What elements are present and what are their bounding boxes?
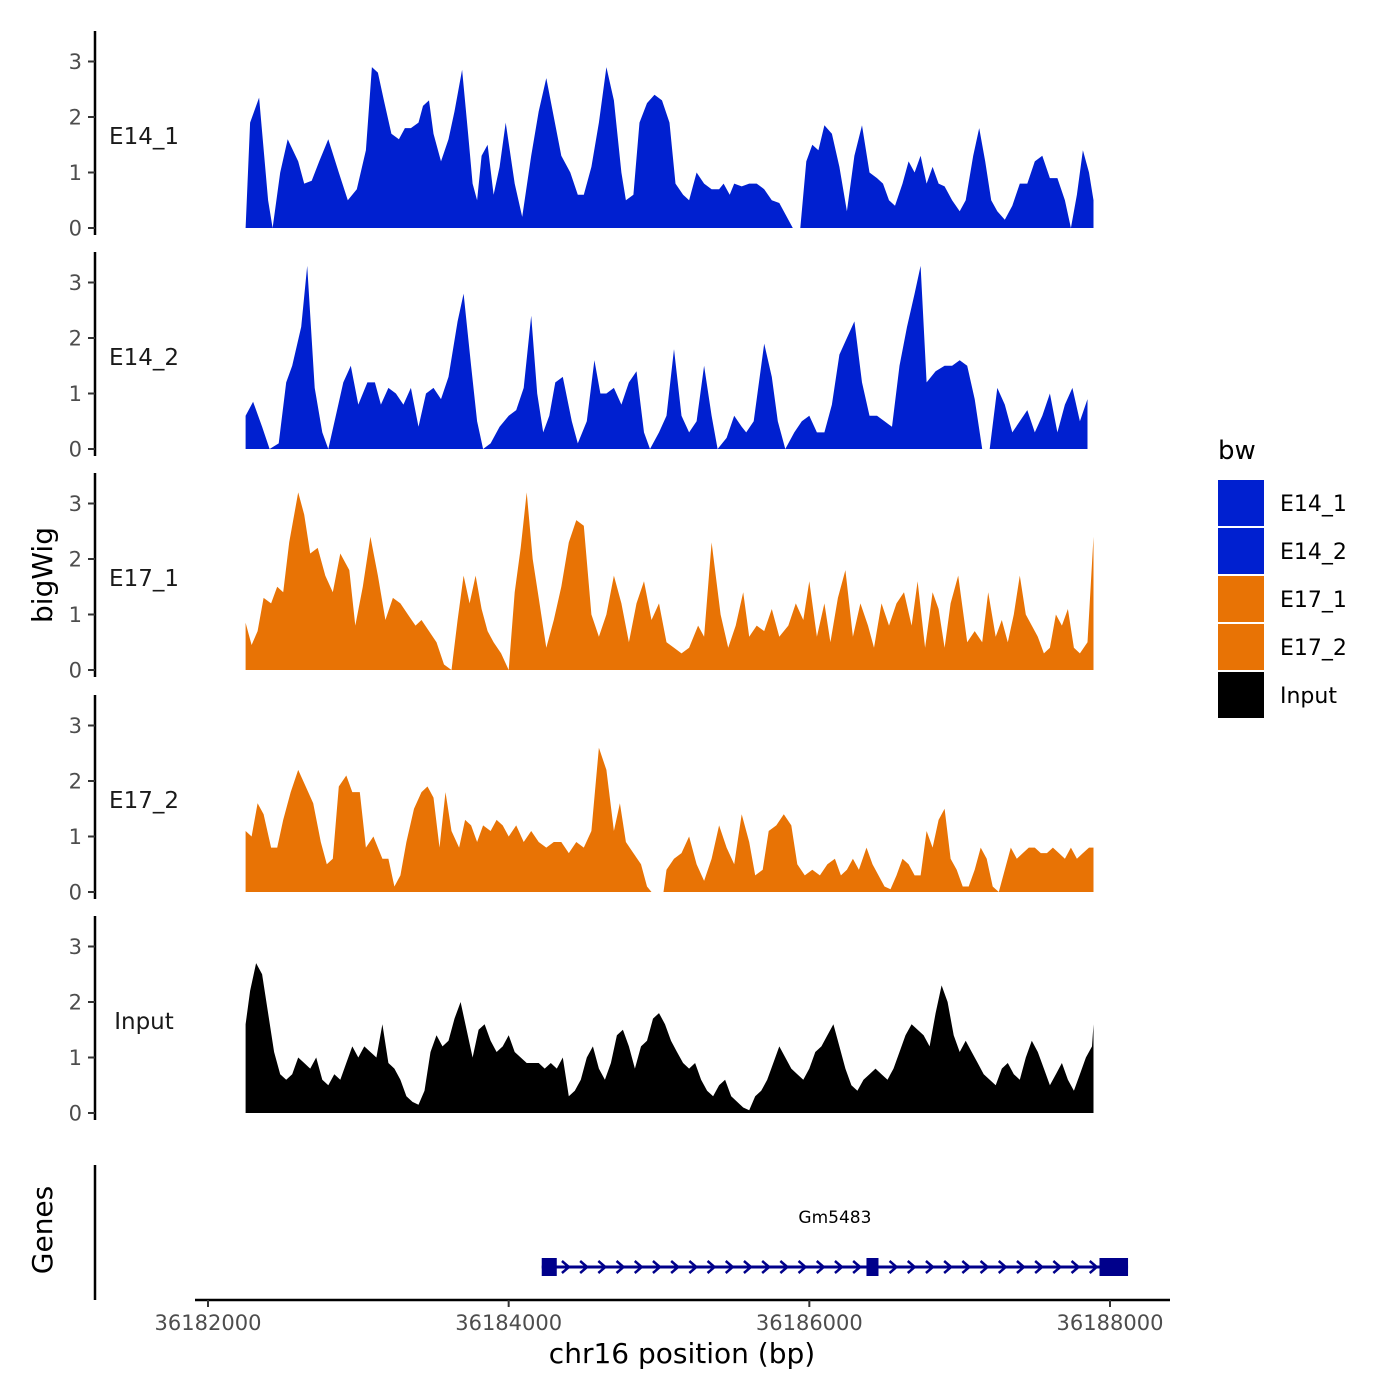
strand-chevron-icon	[961, 1260, 972, 1274]
strand-chevron-icon	[652, 1260, 662, 1274]
track-panel-e17-2: 0 1 2 3 E17_2	[69, 694, 1094, 905]
strand-chevron-icon	[724, 1260, 735, 1274]
legend-swatch	[1218, 480, 1264, 526]
legend-swatch	[1218, 624, 1264, 670]
strand-chevron-icon	[1016, 1260, 1026, 1274]
strand-chevron-icon	[906, 1260, 917, 1274]
series-area-e14-2	[245, 265, 1088, 449]
strand-chevron-icon	[797, 1260, 808, 1274]
gene-exon	[1099, 1258, 1129, 1276]
y-tick-label: 3	[69, 271, 82, 295]
panel-label: E14_2	[109, 345, 179, 371]
y-tick-label: 1	[69, 1046, 82, 1070]
strand-chevron-icon	[997, 1260, 1008, 1274]
gene-name-label: Gm5483	[798, 1208, 871, 1228]
track-panel-e14-2: 0 1 2 3 E14_2	[69, 251, 1088, 462]
legend-label: E14_2	[1280, 540, 1347, 565]
panel-label: Input	[114, 1009, 174, 1035]
legend-label: Input	[1280, 684, 1337, 709]
legend-label: E17_1	[1280, 588, 1347, 613]
legend-swatch	[1218, 672, 1264, 718]
x-ticks: 36182000 36184000 36186000 36188000	[155, 1300, 1164, 1335]
strand-chevron-icon	[743, 1260, 753, 1274]
track-panels: 0 1 2 3 E14_1 0 1 2 3 E14_2 0 1 2 3 E17_1 0 1 2 3 E17_2 0 1 2 3…	[69, 30, 1094, 1126]
y-tick-label: 1	[69, 161, 82, 185]
legend-title: bw	[1218, 436, 1256, 466]
strand-chevron-icon	[943, 1260, 954, 1274]
gene-exon	[541, 1258, 557, 1276]
legend-swatch	[1218, 528, 1264, 574]
strand-chevron-icon	[979, 1260, 990, 1274]
y-tick-label: 0	[69, 1102, 82, 1126]
y-tick-label: 1	[69, 825, 82, 849]
x-axis: 36182000 36184000 36186000 36188000 chr16 p…	[155, 1298, 1170, 1370]
legend-label: E17_2	[1280, 636, 1347, 661]
strand-chevron-icon	[1052, 1260, 1063, 1274]
strand-chevron-icon	[561, 1260, 571, 1274]
y-tick-label: 2	[69, 548, 82, 572]
genes-axis-title: Genes	[26, 1186, 59, 1274]
x-tick-label: 36186000	[756, 1311, 863, 1335]
legend: bw E14_1 E14_2 E17_1 E17_2 Input	[1218, 436, 1347, 718]
strand-chevron-icon	[834, 1260, 844, 1274]
y-tick-label: 3	[69, 935, 82, 959]
series-area-e14-1	[245, 67, 1094, 228]
strand-chevron-icon	[633, 1260, 644, 1274]
y-tick-label: 1	[69, 382, 82, 406]
y-tick-label: 0	[69, 881, 82, 905]
y-tick-label: 2	[69, 770, 82, 794]
strand-chevron-icon	[779, 1260, 790, 1274]
x-axis-title: chr16 position (bp)	[549, 1337, 815, 1370]
strand-chevron-icon	[1070, 1260, 1081, 1274]
y-tick-label: 0	[69, 659, 82, 683]
strand-chevron-icon	[925, 1260, 935, 1274]
y-tick-label: 3	[69, 50, 82, 74]
series-area-input	[245, 963, 1094, 1113]
y-tick-label: 3	[69, 492, 82, 516]
panel-label: E17_2	[109, 788, 179, 814]
panel-label: E17_1	[109, 566, 179, 592]
legend-entries: E14_1 E14_2 E17_1 E17_2 Input	[1218, 480, 1347, 718]
track-panel-e14-1: 0 1 2 3 E14_1	[69, 30, 1094, 241]
track-panel-input: 0 1 2 3 Input	[69, 915, 1094, 1126]
track-panel-e17-1: 0 1 2 3 E17_1	[69, 472, 1094, 683]
strand-chevron-icon	[815, 1260, 826, 1274]
strand-chevron-icon	[1034, 1260, 1045, 1274]
x-tick-label: 36182000	[155, 1311, 262, 1335]
y-tick-label: 1	[69, 603, 82, 627]
strand-chevron-icon	[761, 1260, 772, 1274]
strand-chevron-icon	[1088, 1260, 1099, 1274]
strand-chevron-icon	[615, 1260, 626, 1274]
y-tick-label: 2	[69, 327, 82, 351]
strand-chevron-icon	[706, 1260, 717, 1274]
y-axis-title: bigWig	[26, 527, 59, 623]
y-tick-label: 2	[69, 106, 82, 130]
series-area-e17-2	[245, 747, 1094, 892]
legend-label: E14_1	[1280, 492, 1347, 517]
strand-chevron-icon	[688, 1260, 699, 1274]
strand-chevron-icon	[597, 1260, 608, 1274]
y-tick-label: 0	[69, 438, 82, 462]
panel-label: E14_1	[109, 124, 179, 150]
y-tick-label: 2	[69, 991, 82, 1015]
series-area-e17-1	[245, 492, 1094, 670]
strand-chevron-icon	[670, 1260, 681, 1274]
x-tick-label: 36184000	[455, 1311, 562, 1335]
legend-swatch	[1218, 576, 1264, 622]
genes-track: Genes Gm5483	[26, 1165, 1129, 1300]
x-tick-label: 36188000	[1057, 1311, 1164, 1335]
gene-exon	[866, 1258, 879, 1276]
y-tick-label: 0	[69, 217, 82, 241]
strand-chevron-icon	[579, 1260, 590, 1274]
strand-chevron-icon	[888, 1260, 899, 1274]
y-tick-label: 3	[69, 714, 82, 738]
strand-chevron-icon	[852, 1260, 863, 1274]
gene-model	[541, 1258, 1129, 1276]
